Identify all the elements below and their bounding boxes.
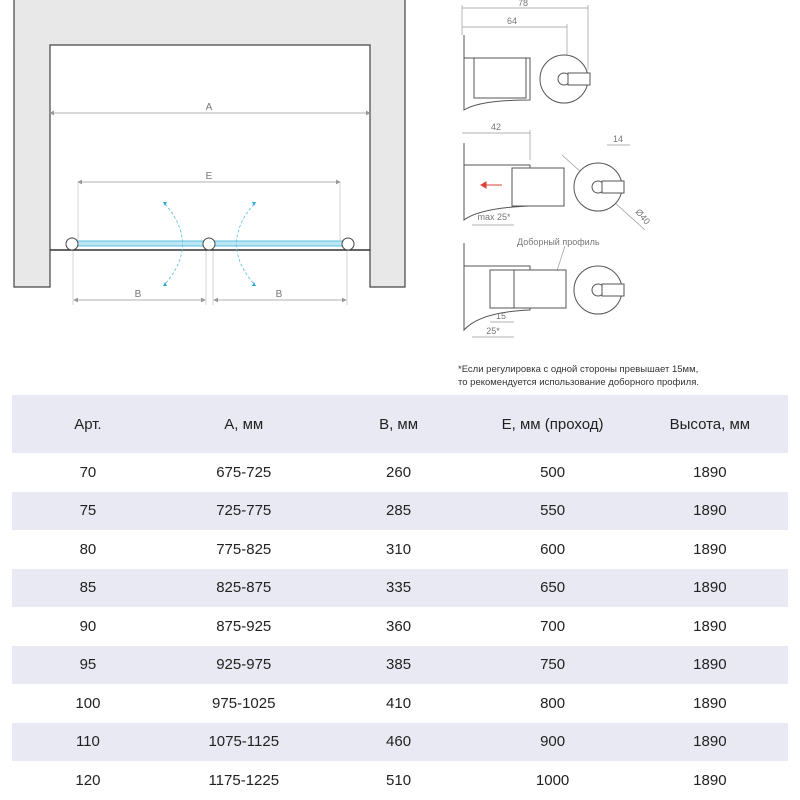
dim-42: 42 — [491, 122, 501, 132]
cell-b: 410 — [386, 694, 412, 712]
swing-arcs — [164, 203, 255, 285]
dim-25: 25* — [486, 326, 500, 336]
cell-e: 650 — [473, 568, 632, 607]
cell-art: 90 — [79, 617, 97, 635]
cell-b: 260 — [386, 463, 412, 481]
table-header-row: Арт. А, мм В, мм Е, мм (проход) Высота, … — [12, 395, 788, 453]
cell-b: 285 — [323, 491, 474, 530]
cell-e: 700 — [540, 617, 566, 635]
cell-height: 1890 — [693, 540, 727, 558]
label-e: E — [206, 171, 213, 182]
table-row: 120 1175-1225 510 1000 1890 — [12, 761, 788, 800]
cell-b: 510 — [386, 771, 412, 789]
cell-e: 600 — [540, 540, 566, 558]
cell-art: 100 — [75, 694, 101, 712]
label-b-right: B — [276, 289, 283, 300]
cell-height: 1890 — [693, 617, 727, 635]
table-row: 85 825-875 335 650 1890 — [12, 568, 788, 607]
left-profile — [65, 237, 79, 251]
dim-max25: max 25* — [477, 212, 511, 222]
table-row: 110 1075-1125 460 900 1890 — [12, 722, 788, 761]
cell-height: 1890 — [631, 491, 788, 530]
cell-b: 460 — [323, 722, 474, 761]
profile-sections-diagram: 78 64 42 14 max 25* Ø40 Доборный профиль… — [461, 0, 652, 338]
cell-a: 975-1025 — [212, 694, 276, 712]
shower-door-plan-diagram: A E B B — [13, 0, 406, 305]
right-profile — [341, 237, 355, 251]
dim-d40: Ø40 — [633, 207, 652, 226]
table-row: 100 975-1025 410 800 1890 — [12, 684, 788, 723]
footnote-line-1: *Если регулировка с одной стороны превыш… — [458, 364, 699, 375]
center-handle — [202, 237, 216, 251]
footnote-line-2: то рекомендуется использование доборного… — [458, 376, 699, 388]
cell-art: 80 — [79, 540, 97, 558]
cell-height: 1890 — [693, 463, 727, 481]
header-b: В, мм — [323, 395, 474, 453]
header-e: Е, мм (проход) — [473, 395, 632, 453]
cell-a: 675-725 — [216, 463, 272, 481]
adjust-arrow-icon — [480, 181, 502, 189]
cell-e: 900 — [473, 722, 632, 761]
cell-b: 310 — [386, 540, 412, 558]
size-table: Арт. А, мм В, мм Е, мм (проход) Высота, … — [12, 395, 788, 800]
cell-e: 500 — [540, 463, 566, 481]
table-row: 95 925-975 385 750 1890 — [12, 645, 788, 684]
cell-a: 775-825 — [216, 540, 272, 558]
cell-height: 1890 — [631, 722, 788, 761]
extra-profile-label: Доборный профиль — [517, 237, 600, 247]
header-art: Арт. — [12, 395, 164, 453]
cell-a: 1175-1225 — [208, 771, 280, 789]
cell-a: 925-975 — [163, 645, 324, 684]
cell-a: 725-775 — [163, 491, 324, 530]
cell-a: 825-875 — [163, 568, 324, 607]
dim-14: 14 — [613, 134, 623, 144]
table-row: 75 725-775 285 550 1890 — [12, 491, 788, 530]
cell-e: 550 — [473, 491, 632, 530]
cell-art: 95 — [12, 645, 164, 684]
cell-art: 120 — [75, 771, 101, 789]
cell-b: 335 — [323, 568, 474, 607]
header-a: А, мм — [163, 395, 324, 453]
cell-e: 750 — [473, 645, 632, 684]
cell-b: 360 — [386, 617, 412, 635]
dim-15: 15 — [496, 311, 506, 321]
cell-a: 1075-1125 — [163, 722, 324, 761]
cell-art: 75 — [12, 491, 164, 530]
cell-art: 70 — [79, 463, 97, 481]
cell-height: 1890 — [693, 771, 727, 789]
table-row: 90 875-925 360 700 1890 — [12, 607, 788, 646]
cell-height: 1890 — [631, 568, 788, 607]
table-row: 80 775-825 310 600 1890 — [12, 530, 788, 569]
label-a: A — [206, 102, 213, 113]
footnote: *Если регулировка с одной стороны превыш… — [458, 364, 699, 389]
cell-a: 875-925 — [216, 617, 272, 635]
wall — [13, 0, 406, 288]
cell-e: 1000 — [535, 771, 570, 789]
cell-height: 1890 — [693, 694, 727, 712]
cell-art: 110 — [12, 722, 164, 761]
label-b-left: B — [135, 289, 142, 300]
dim-64: 64 — [507, 16, 517, 26]
cell-b: 385 — [323, 645, 474, 684]
cell-height: 1890 — [631, 645, 788, 684]
cell-e: 800 — [540, 694, 566, 712]
dim-78: 78 — [518, 0, 528, 8]
table-row: 70 675-725 260 500 1890 — [12, 453, 788, 492]
cell-art: 85 — [12, 568, 164, 607]
header-height: Высота, мм — [631, 395, 788, 453]
